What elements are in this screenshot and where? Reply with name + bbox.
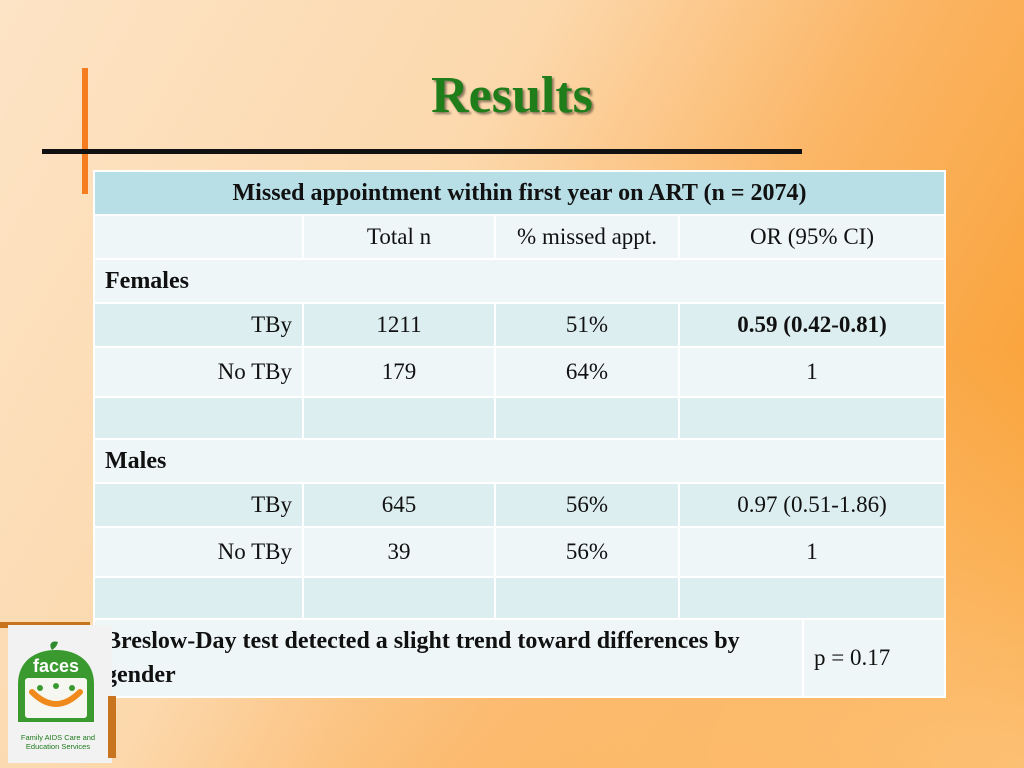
table-row: No TBy 179 64% 1 [93,346,947,398]
row-group-label: No TBy [93,346,304,398]
blank-cell [677,576,947,620]
section-row-males: Males [92,438,947,484]
table-header-row: Missed appointment within first year on … [92,170,947,216]
column-header-empty [93,214,304,260]
blank-cell [677,396,947,440]
breslow-day-note: Breslow-Day test detected a slight trend… [93,618,804,698]
table-header: Missed appointment within first year on … [92,170,947,216]
logo-caption: Family AIDS Care and Education Services [20,733,96,751]
blank-cell [302,396,496,440]
section-label-males: Males [92,438,947,484]
title-underline [42,149,802,154]
blank-cell [494,396,680,440]
faces-logo-icon: faces [18,641,94,722]
row-missed: 64% [494,346,680,398]
results-table: Missed appointment within first year on … [92,170,947,698]
column-header-row: Total n % missed appt. OR (95% CI) [93,214,947,260]
blank-row [93,576,947,620]
blank-cell [302,576,496,620]
row-group-label: TBy [93,302,304,348]
table-row: No TBy 39 56% 1 [93,526,947,578]
table-row: TBy 645 56% 0.97 (0.51-1.86) [93,482,947,528]
logo-wordmark: faces [33,656,79,676]
row-total: 645 [302,482,496,528]
blank-cell [93,576,304,620]
blank-row [93,396,947,440]
row-odds-ratio: 0.59 (0.42-0.81) [677,302,947,348]
row-missed: 56% [494,526,680,578]
table-row: TBy 1211 51% 0.59 (0.42-0.81) [93,302,947,348]
p-value: p = 0.17 [801,618,947,698]
row-total: 1211 [302,302,496,348]
slide-title: Results [431,67,593,124]
row-missed: 51% [494,302,680,348]
section-label-females: Females [92,258,947,304]
blank-cell [494,576,680,620]
row-total: 39 [302,526,496,578]
accent-vertical-line [82,68,88,194]
row-odds-ratio: 1 [677,526,947,578]
blank-cell [93,396,304,440]
footer-row: Breslow-Day test detected a slight trend… [93,618,947,698]
column-header-total: Total n [302,214,496,260]
logo-accent-vertical [108,696,116,758]
row-total: 179 [302,346,496,398]
row-missed: 56% [494,482,680,528]
row-group-label: TBy [93,482,304,528]
column-header-or: OR (95% CI) [677,214,947,260]
row-group-label: No TBy [93,526,304,578]
row-odds-ratio: 0.97 (0.51-1.86) [677,482,947,528]
row-odds-ratio: 1 [677,346,947,398]
section-row-females: Females [92,258,947,304]
column-header-missed: % missed appt. [494,214,680,260]
